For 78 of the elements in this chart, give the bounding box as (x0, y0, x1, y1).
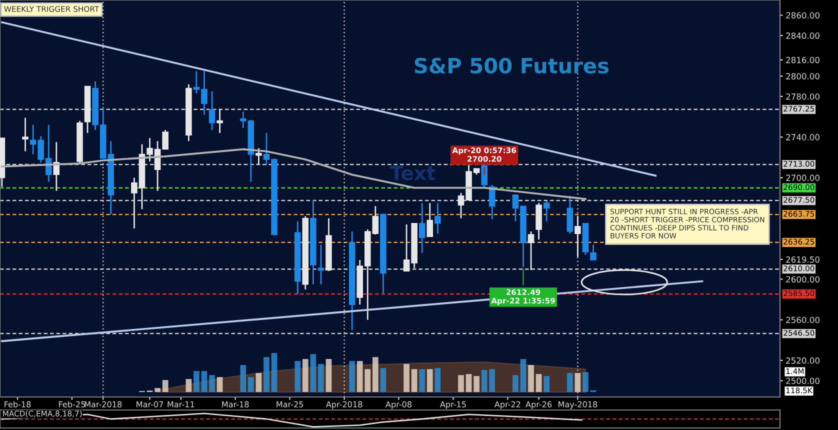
y-tick-label: 2800.00 (786, 73, 820, 80)
candlestick (590, 244, 596, 261)
y-tick-label: 2816.00 (786, 56, 820, 64)
bar (474, 376, 480, 392)
bar (294, 360, 301, 392)
bar (264, 357, 270, 392)
x-tick-label: Mar-07 (136, 401, 164, 408)
candlestick (574, 216, 581, 258)
y-tick-label: 2780.00 (786, 93, 820, 100)
candlestick (22, 117, 28, 152)
x-tick-label: Apr-15 (440, 401, 466, 409)
bar (209, 375, 215, 392)
x-tick-label: Feb-25 (59, 401, 85, 408)
y-tick-label: 2520.00 (786, 357, 820, 364)
y-tick-label: 2840.00 (786, 32, 820, 39)
annotation: Text (390, 166, 436, 180)
bar (310, 354, 316, 392)
y-tick-label: 2500.00 (786, 378, 820, 384)
bar (411, 369, 418, 392)
bar (248, 377, 254, 392)
candlestick (543, 200, 550, 222)
candlestick (426, 202, 434, 238)
x-tick-label: Apr-08 (386, 401, 412, 409)
bar (419, 369, 426, 392)
y-tick-label: 2860.00 (786, 12, 820, 19)
x-tick-label: May-2018 (558, 401, 598, 409)
bar (240, 365, 246, 392)
bar (256, 372, 262, 392)
candlestick (528, 230, 534, 271)
bar (567, 372, 573, 392)
x-tick-label: Mar-18 (222, 401, 249, 408)
bar (380, 368, 386, 392)
candlestick (216, 108, 223, 134)
bar (162, 380, 168, 392)
bar (154, 388, 160, 392)
x-tick-label: Apr-2018 (326, 401, 362, 409)
line-series (0, 148, 586, 200)
candlestick (418, 202, 426, 254)
bar (512, 375, 518, 392)
bar (326, 359, 332, 392)
bar (404, 364, 410, 392)
y-tick-label: 2600.00 (786, 276, 820, 283)
bar (349, 360, 355, 392)
bar (582, 372, 588, 392)
candlestick (208, 90, 216, 131)
bar (466, 374, 472, 392)
bar (372, 357, 378, 392)
y-tick-label: 2740.00 (786, 134, 820, 140)
bar (186, 378, 192, 392)
candlestick (481, 164, 488, 189)
text: S&P 500 Futures (414, 58, 608, 74)
x-tick-label: Mar-25 (276, 401, 304, 408)
bar (536, 374, 542, 392)
bar (458, 375, 464, 392)
y-tick-label: 2700.00 (786, 174, 820, 181)
bar (318, 364, 324, 392)
x-tick-label: Apr-22 (494, 401, 520, 409)
y-tick-label: 2619.50 (786, 256, 820, 263)
x-tick-label: Mar-11 (168, 401, 194, 408)
candlestick (566, 195, 574, 234)
bar (528, 365, 534, 392)
bar (520, 359, 526, 392)
x-tick-label: Feb-18 (4, 401, 31, 408)
candlestick (488, 184, 496, 220)
bar (216, 377, 223, 392)
bar (302, 359, 308, 392)
candlestick (256, 148, 262, 166)
bar (201, 371, 208, 392)
bar (426, 369, 433, 392)
candlestick (434, 202, 441, 234)
x-tick-label: Mar-2018 (84, 401, 122, 408)
bar (271, 353, 278, 392)
bar (434, 368, 441, 392)
x-tick-label: Apr-26 (526, 401, 552, 409)
candlestick (318, 244, 324, 285)
bar (544, 376, 550, 392)
bar (194, 371, 200, 392)
y-tick-label: 2560.00 (786, 316, 820, 324)
